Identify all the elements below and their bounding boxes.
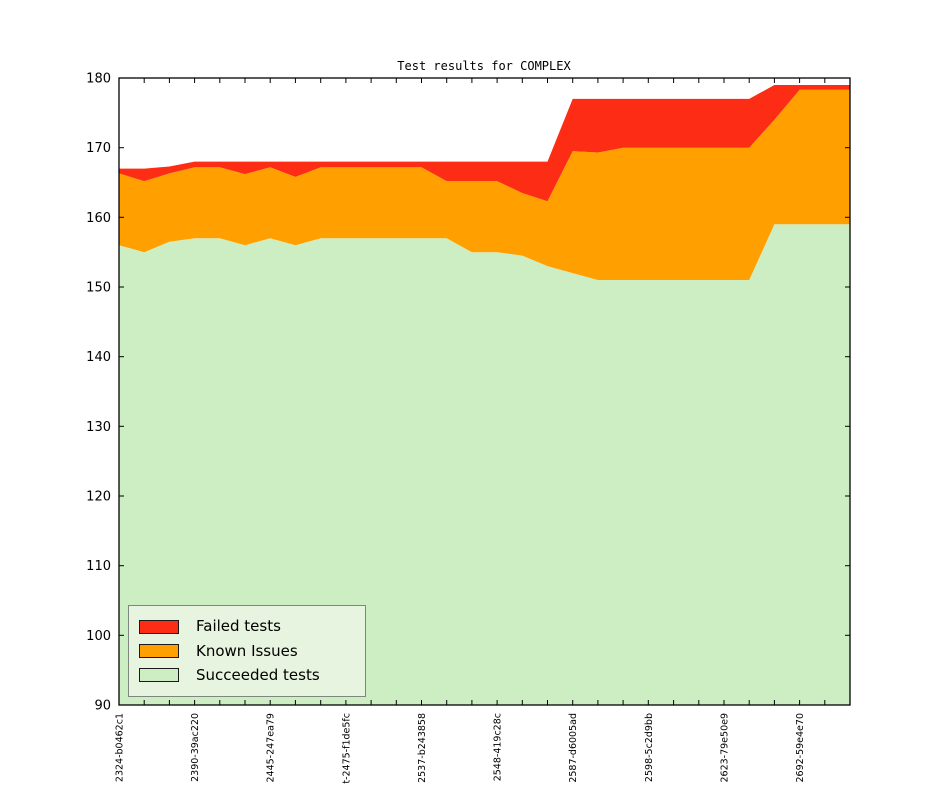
- y-tick-label: 130: [86, 420, 111, 435]
- y-tick-label: 120: [86, 490, 111, 505]
- y-tick-label: 160: [86, 211, 111, 226]
- x-tick-label: 2390-39ac220: [190, 713, 201, 782]
- plot-frame: [118, 77, 851, 706]
- y-tick-label: 150: [86, 281, 111, 296]
- area-failed-tests: [119, 85, 850, 202]
- chart-title: Test results for COMPLEX: [397, 59, 571, 73]
- legend-swatch-known-issues: [139, 644, 179, 658]
- x-tick-label: 2623-79e50e9: [720, 713, 731, 783]
- chart-areas: [119, 85, 850, 706]
- legend-item-failed-tests: Failed tests: [139, 619, 355, 634]
- axis-labels: 90 100 110 120 130 140 150 160 170 180 2324-b0462c…: [86, 72, 806, 784]
- y-tick-label: 100: [86, 629, 111, 644]
- area-succeeded-tests: [119, 224, 850, 706]
- x-tick-label: 2598-5c2d9bb: [644, 713, 655, 782]
- y-tick-label: 170: [86, 141, 111, 156]
- legend-label-succeeded-tests: Succeeded tests: [196, 665, 320, 684]
- legend-swatch-succeeded-tests: [139, 668, 179, 683]
- x-tick-label: 2587-d6005ad: [568, 713, 579, 783]
- y-tick-label: 110: [86, 559, 111, 574]
- legend-label-failed-tests: Failed tests: [196, 617, 281, 636]
- area-known-issues: [119, 89, 850, 280]
- x-tick-label: 2445-247ea79: [266, 713, 277, 783]
- y-tick-label: 140: [86, 350, 111, 365]
- y-tick-label: 180: [86, 72, 111, 87]
- legend-item-succeeded-tests: Succeeded tests: [139, 665, 355, 684]
- legend-item-known-issues: Known Issues: [139, 641, 355, 660]
- y-tick-label: 90: [94, 699, 111, 714]
- legend: Failed tests Known Issues Succeeded test…: [128, 605, 366, 697]
- x-tick-label: 2548-419c28c: [493, 713, 504, 781]
- x-tick-label: 2537-b243858: [417, 713, 428, 783]
- legend-label-known-issues: Known Issues: [196, 641, 298, 660]
- legend-swatch-failed-tests: [139, 619, 179, 634]
- x-tick-label: t-2475-f1de5fc: [341, 713, 352, 784]
- x-tick-label: 2692-59e4e70: [795, 713, 806, 783]
- x-tick-label: 2324-b0462c1: [115, 713, 126, 782]
